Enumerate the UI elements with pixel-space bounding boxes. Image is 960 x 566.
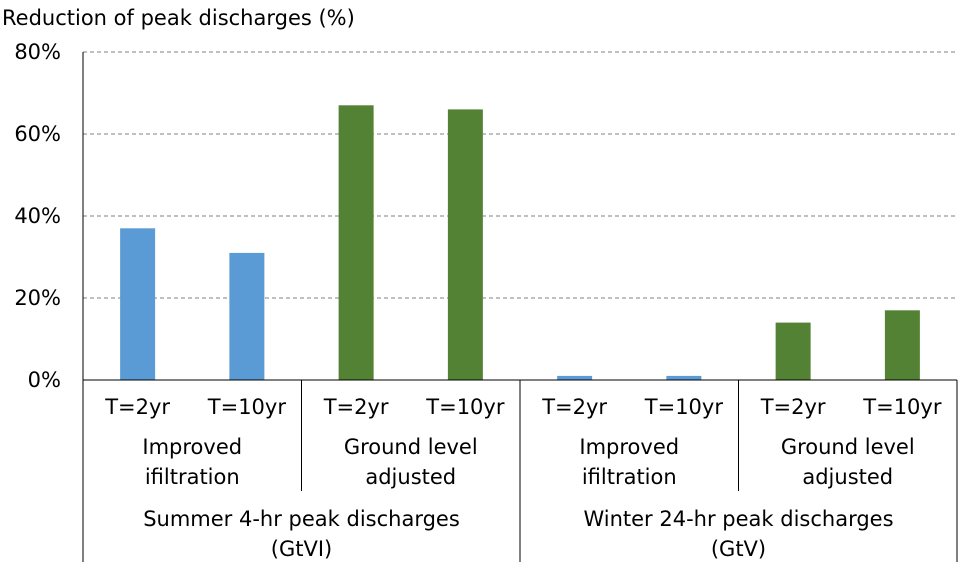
x-tick-label: T=2yr <box>104 395 170 419</box>
group-label-line1: Improved <box>579 435 679 459</box>
y-axis: 0% 20% 40% 60% 80% <box>14 40 61 392</box>
group-label-line1: Ground level <box>781 435 915 459</box>
y-tick-label: 60% <box>14 122 61 146</box>
chart-title: Reduction of peak discharges (%) <box>2 6 355 30</box>
bar <box>557 375 593 380</box>
axes <box>82 52 958 562</box>
y-tick-label: 0% <box>28 368 61 392</box>
bar <box>229 252 265 380</box>
group-label-line2: ifiltration <box>582 465 677 489</box>
bar <box>120 228 156 380</box>
bar <box>666 375 702 380</box>
x-tick-label: T=10yr <box>644 395 724 419</box>
x-season-labels: Summer 4-hr peak discharges (GtVI) Winte… <box>143 507 893 561</box>
season-label-line2: (GtV) <box>711 537 766 561</box>
x-tick-label: T=2yr <box>760 395 826 419</box>
group-label-line1: Ground level <box>344 435 478 459</box>
x-category-labels: T=2yr T=10yr T=2yr T=10yr T=2yr T=10yr T… <box>104 395 942 419</box>
y-tick-label: 80% <box>14 40 61 64</box>
x-tick-label: T=10yr <box>207 395 287 419</box>
season-label-line1: Winter 24-hr peak discharges <box>583 507 893 531</box>
bar <box>447 109 483 381</box>
gridlines <box>83 51 957 299</box>
group-label-line1: Improved <box>142 435 242 459</box>
x-tick-label: T=10yr <box>425 395 505 419</box>
group-label-line2: adjusted <box>365 465 456 489</box>
bar <box>884 310 920 380</box>
group-label-line2: ifiltration <box>145 465 240 489</box>
season-label-line1: Summer 4-hr peak discharges <box>143 507 460 531</box>
x-group-labels: Improved ifiltration Ground level adjust… <box>142 435 914 489</box>
x-tick-label: T=2yr <box>323 395 389 419</box>
bar <box>338 105 374 381</box>
season-label-line2: (GtVI) <box>271 537 332 561</box>
x-tick-label: T=2yr <box>541 395 607 419</box>
bar <box>775 322 811 380</box>
y-tick-label: 40% <box>14 204 61 228</box>
y-tick-label: 20% <box>14 286 61 310</box>
x-tick-label: T=10yr <box>862 395 942 419</box>
bars <box>120 105 920 381</box>
group-label-line2: adjusted <box>802 465 893 489</box>
